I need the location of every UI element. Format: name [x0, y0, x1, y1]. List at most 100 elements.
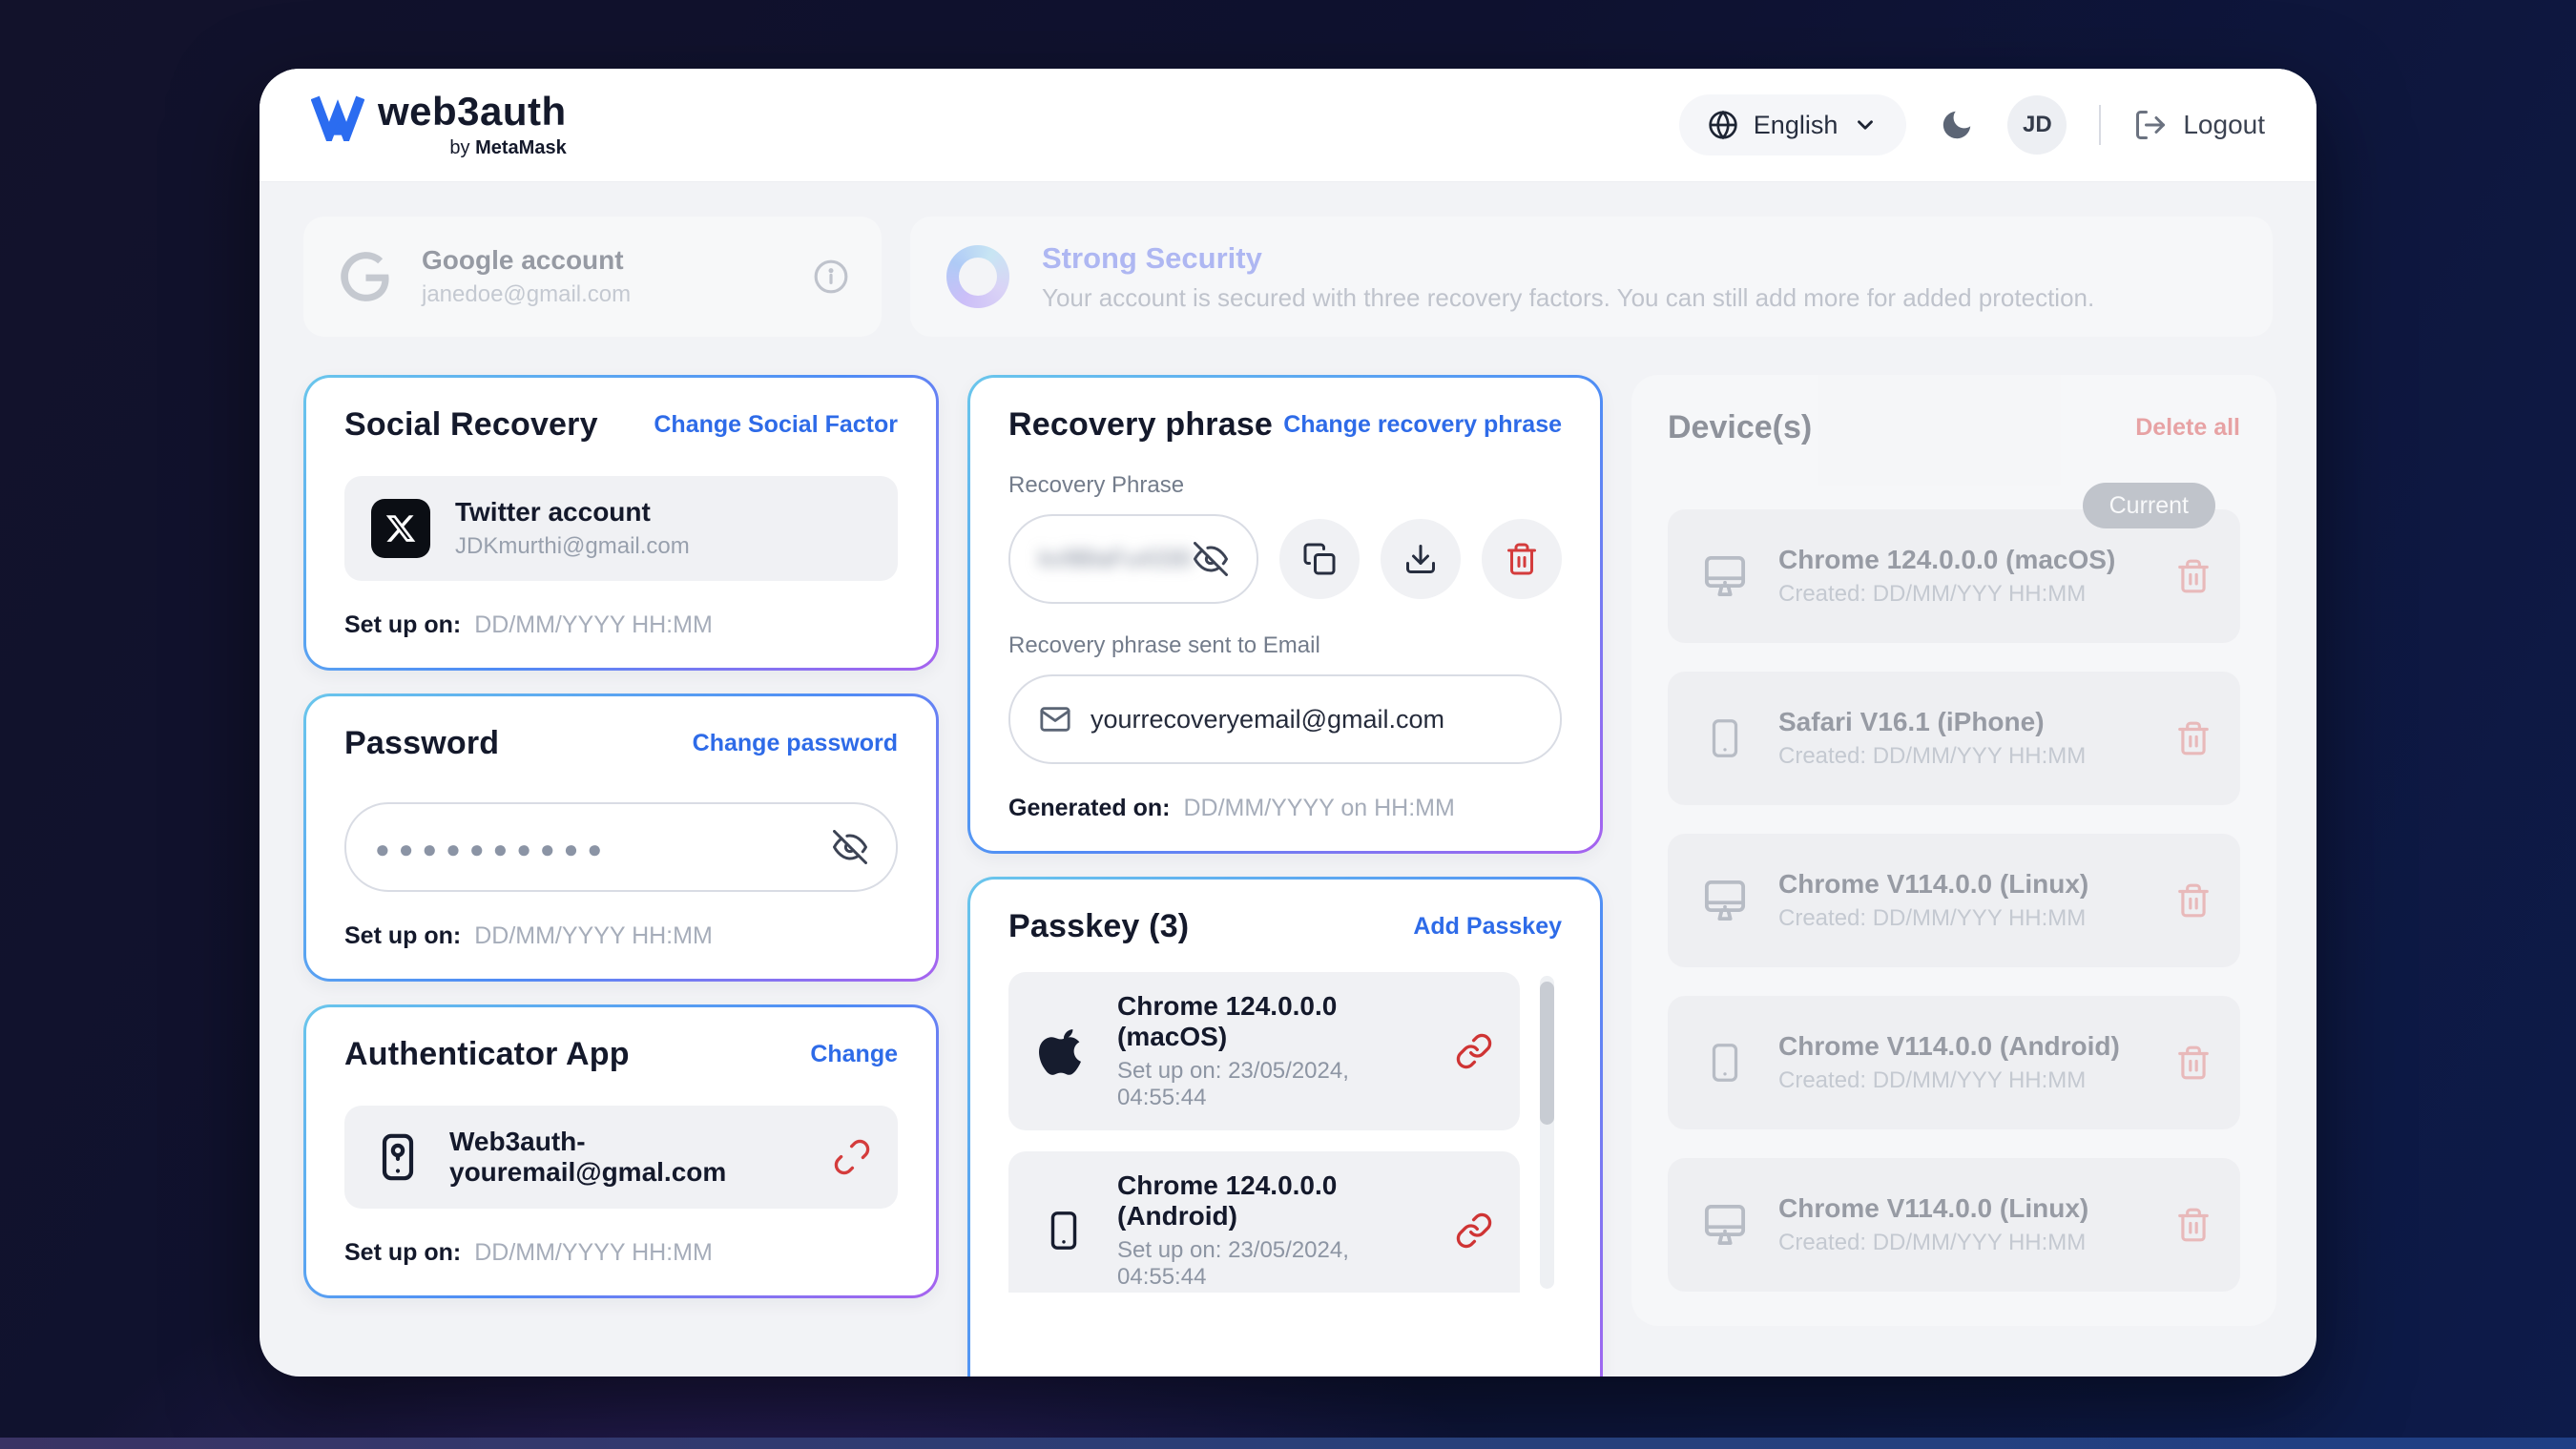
download-button[interactable]	[1381, 519, 1461, 599]
devices-title: Device(s)	[1668, 409, 1813, 445]
change-social-factor-link[interactable]: Change Social Factor	[654, 411, 898, 438]
header-divider	[2099, 105, 2102, 145]
setup-on-label: Set up on:	[344, 1239, 462, 1266]
avatar[interactable]: JD	[2007, 95, 2067, 155]
security-title: Strong Security	[1042, 240, 1262, 275]
change-password-link[interactable]: Change password	[692, 730, 898, 756]
device-name: Chrome V114.0.0 (Android)	[1778, 1031, 2120, 1061]
trash-icon[interactable]	[2175, 1207, 2212, 1243]
logout-button[interactable]: Logout	[2133, 108, 2265, 142]
logout-label: Logout	[2183, 110, 2265, 139]
current-badge: Current	[2082, 483, 2215, 528]
twitter-account-email: JDKmurthi@gmail.com	[455, 533, 690, 559]
monitor-icon	[1704, 555, 1746, 597]
link-icon[interactable]	[1455, 1211, 1493, 1250]
device-item: Safari V16.1 (iPhone) Created: DD/MM/YYY…	[1668, 672, 2240, 805]
authenticator-account: Web3auth-youremail@gmal.com	[449, 1127, 727, 1187]
smartphone-icon	[1050, 1211, 1077, 1250]
setup-on-label: Set up on:	[344, 922, 462, 949]
recovery-phrase-masked: kv9BlaFu43304Rj2x...	[1039, 545, 1194, 572]
passkey-list: Chrome 124.0.0.0 (macOS) Set up on: 23/0…	[1008, 972, 1562, 1293]
smartphone-icon	[1712, 719, 1738, 757]
add-passkey-link[interactable]: Add Passkey	[1413, 913, 1562, 940]
setup-on-label: Set up on:	[344, 611, 462, 638]
authenticator-card: Authenticator App Change	[303, 1004, 939, 1298]
app-window: web3auth by MetaMask English	[260, 69, 2316, 1377]
delete-phrase-button[interactable]	[1482, 519, 1562, 599]
device-item: Chrome V114.0.0 (Linux) Created: DD/MM/Y…	[1668, 1158, 2240, 1292]
monitor-icon	[1704, 1204, 1746, 1246]
password-title: Password	[344, 725, 500, 761]
bottom-accent-bar	[0, 1438, 2576, 1449]
authenticator-account-row: Web3auth-youremail@gmal.com	[344, 1106, 898, 1209]
security-description: Your account is secured with three recov…	[1042, 282, 2095, 312]
copy-button[interactable]	[1279, 519, 1360, 599]
change-authenticator-link[interactable]: Change	[810, 1041, 898, 1067]
logout-icon	[2133, 108, 2168, 142]
passkey-name: Chrome 124.0.0.0 (macOS)	[1117, 991, 1338, 1051]
dark-mode-toggle[interactable]	[1939, 107, 1975, 143]
brand-logo: web3auth by MetaMask	[311, 88, 567, 159]
device-name: Chrome 124.0.0.0 (macOS)	[1778, 545, 2116, 574]
social-recovery-card: Social Recovery Change Social Factor Twi…	[303, 375, 939, 671]
brand-byline: by MetaMask	[449, 136, 567, 158]
passkey-name: Chrome 124.0.0.0 (Android)	[1117, 1170, 1338, 1231]
trash-icon[interactable]	[2175, 558, 2212, 594]
x-twitter-icon	[371, 499, 430, 558]
mail-icon	[1039, 703, 1071, 735]
google-icon	[336, 247, 395, 306]
generated-on-value: DD/MM/YYYY on HH:MM	[1183, 795, 1455, 821]
device-item: Current Chrome 124.0.0.0 (macOS)	[1668, 483, 2240, 643]
passkey-meta: Set up on: 23/05/2024, 04:55:44	[1117, 1237, 1349, 1290]
monitor-icon	[1704, 880, 1746, 921]
setup-on-value: DD/MM/YYYY HH:MM	[474, 611, 713, 638]
chevron-down-icon	[1853, 113, 1878, 137]
eye-off-icon[interactable]	[833, 830, 867, 864]
language-selector[interactable]: English	[1678, 94, 1907, 155]
web3auth-logo-icon	[311, 92, 364, 141]
passkey-meta: Set up on: 23/05/2024, 04:55:44	[1117, 1058, 1349, 1110]
apple-icon	[1039, 1029, 1081, 1075]
recovery-email-value: yourrecoveryemail@gmail.com	[1091, 704, 1445, 734]
link-icon[interactable]	[1455, 1032, 1493, 1070]
phone-lock-icon	[371, 1130, 425, 1184]
google-account-email: janedoe@gmail.com	[422, 281, 632, 307]
device-meta: Created: DD/MM/YYY HH:MM	[1778, 581, 2087, 607]
password-card: Password Change password ●●●●●●●●●●	[303, 693, 939, 982]
password-masked-value: ●●●●●●●●●●	[375, 835, 612, 863]
trash-icon[interactable]	[2175, 882, 2212, 919]
smartphone-icon	[1712, 1044, 1738, 1082]
device-name: Chrome V114.0.0 (Linux)	[1778, 1193, 2089, 1223]
security-ring-icon	[946, 245, 1009, 308]
devices-list: Current Chrome 124.0.0.0 (macOS)	[1668, 483, 2240, 1292]
globe-icon	[1708, 110, 1738, 140]
device-item: Chrome V114.0.0 (Android) Created: DD/MM…	[1668, 996, 2240, 1129]
unlink-icon[interactable]	[833, 1138, 871, 1176]
twitter-account-row: Twitter account JDKmurthi@gmail.com	[344, 476, 898, 581]
info-icon[interactable]	[813, 259, 849, 295]
social-recovery-title: Social Recovery	[344, 406, 598, 443]
twitter-account-title: Twitter account	[455, 497, 651, 527]
google-account-title: Google account	[422, 245, 624, 275]
brand-name: web3auth	[378, 88, 567, 134]
recovery-email-field[interactable]: yourrecoveryemail@gmail.com	[1008, 674, 1562, 764]
device-name: Chrome V114.0.0 (Linux)	[1778, 869, 2089, 899]
change-recovery-phrase-link[interactable]: Change recovery phrase	[1283, 411, 1562, 438]
trash-icon[interactable]	[2175, 720, 2212, 756]
password-field[interactable]: ●●●●●●●●●●	[344, 802, 898, 892]
recovery-phrase-field[interactable]: kv9BlaFu43304Rj2x...	[1008, 514, 1258, 604]
setup-on-value: DD/MM/YYYY HH:MM	[474, 1239, 713, 1266]
recovery-phrase-label: Recovery Phrase	[1008, 472, 1185, 498]
passkey-item: Chrome 124.0.0.0 (macOS) Set up on: 23/0…	[1008, 972, 1520, 1130]
recovery-phrase-title: Recovery phrase	[1008, 406, 1274, 443]
google-account-card: Google account janedoe@gmail.com	[303, 217, 882, 337]
trash-icon[interactable]	[2175, 1045, 2212, 1081]
scrollbar-thumb[interactable]	[1540, 982, 1554, 1125]
passkey-card: Passkey (3) Add Passkey	[967, 877, 1603, 1377]
device-meta: Created: DD/MM/YYY HH:MM	[1778, 1067, 2087, 1093]
generated-on-label: Generated on:	[1008, 795, 1171, 821]
device-item: Chrome V114.0.0 (Linux) Created: DD/MM/Y…	[1668, 834, 2240, 967]
passkey-item: Chrome 124.0.0.0 (Android) Set up on: 23…	[1008, 1151, 1520, 1293]
delete-all-link[interactable]: Delete all	[2135, 414, 2240, 441]
eye-off-icon[interactable]	[1194, 542, 1228, 576]
